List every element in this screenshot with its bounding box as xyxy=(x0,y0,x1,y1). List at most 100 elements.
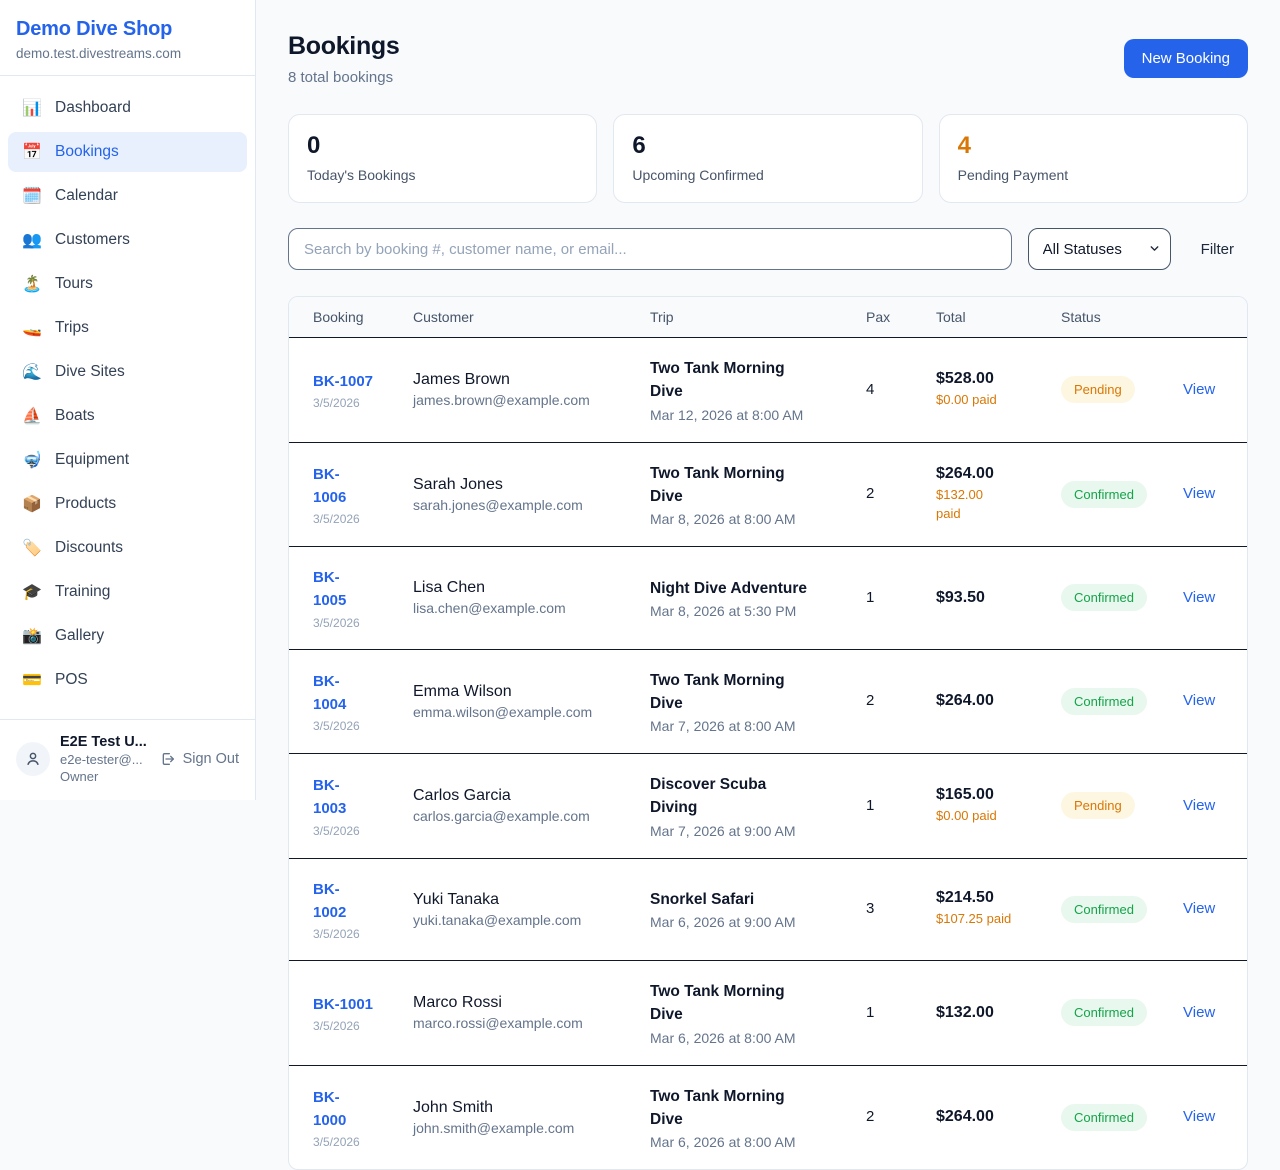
dive-sites-icon: 🌊 xyxy=(22,364,42,381)
total-cell: $165.00 $0.00 paid xyxy=(924,753,1049,858)
sign-out-label: Sign Out xyxy=(182,751,239,767)
filter-button[interactable]: Filter xyxy=(1187,241,1248,258)
customers-icon: 👥 xyxy=(22,232,42,249)
stat-card-today-s-bookings: 0 Today's Bookings xyxy=(288,114,598,203)
pax-count: 3 xyxy=(866,900,875,918)
page-subtitle: 8 total bookings xyxy=(288,69,394,86)
sidebar-item-trips[interactable]: 🚤 Trips xyxy=(8,308,247,348)
pax-count: 4 xyxy=(866,380,875,398)
status-cell: Confirmed xyxy=(1049,1064,1171,1169)
trip-cell: Night Dive Adventure Mar 8, 2026 at 5:30 … xyxy=(638,546,854,649)
sidebar-item-label: Equipment xyxy=(55,451,130,468)
view-cell: View xyxy=(1171,1064,1247,1169)
sidebar-item-tours[interactable]: 🏝️ Tours xyxy=(8,264,247,304)
booking-id-link[interactable]: BK- 1005 xyxy=(313,569,347,610)
customer-name: Yuki Tanaka xyxy=(413,890,499,908)
booking-id-link[interactable]: BK- 1004 xyxy=(313,672,347,713)
sidebar-item-discounts[interactable]: 🏷️ Discounts xyxy=(8,528,247,568)
stat-label: Pending Payment xyxy=(957,167,1069,183)
customer-email: emma.wilson@example.com xyxy=(413,703,593,720)
view-link[interactable]: View xyxy=(1183,485,1216,503)
sidebar-item-label: Calendar xyxy=(55,187,118,204)
paid-amount: $0.00 paid xyxy=(936,391,997,407)
pax-cell: 1 xyxy=(854,960,924,1065)
user-email: e2e-tester@... xyxy=(60,752,143,767)
status-badge: Pending xyxy=(1061,792,1135,820)
booking-id-link[interactable]: BK- 1002 xyxy=(313,880,347,921)
trip-cell: Discover Scuba Diving Mar 7, 2026 at 9:00… xyxy=(638,753,854,858)
booking-cell: BK- 1003 3/5/2026 xyxy=(289,753,401,858)
trip-cell: Two Tank Morning Dive Mar 6, 2026 at 8:00… xyxy=(638,1064,854,1169)
trip-cell: Snorkel Safari Mar 6, 2026 at 9:00 AM xyxy=(638,857,854,961)
sidebar-item-bookings[interactable]: 📅 Bookings xyxy=(8,132,247,172)
view-cell: View xyxy=(1171,857,1247,961)
customer-cell: Lisa Chen lisa.chen@example.com xyxy=(401,546,638,649)
booking-date: 3/5/2026 xyxy=(313,395,360,410)
page-title: Bookings xyxy=(288,32,400,60)
total-cell: $214.50 $107.25 paid xyxy=(924,857,1049,961)
total-amount: $264.00 xyxy=(936,1108,994,1126)
pax-cell: 2 xyxy=(854,1064,924,1169)
view-link[interactable]: View xyxy=(1183,380,1216,398)
sidebar-item-pos[interactable]: 💳 POS xyxy=(8,660,247,700)
view-link[interactable]: View xyxy=(1183,1108,1216,1126)
search-input[interactable] xyxy=(288,228,1012,270)
trip-cell: Two Tank Morning Dive Mar 12, 2026 at 8:0… xyxy=(638,338,854,443)
booking-id-link[interactable]: BK- 1000 xyxy=(313,1088,347,1129)
view-cell: View xyxy=(1171,441,1247,547)
status-cell: Confirmed xyxy=(1049,546,1171,649)
trip-name: Snorkel Safari xyxy=(650,891,755,909)
view-link[interactable]: View xyxy=(1183,1003,1216,1021)
trip-datetime: Mar 7, 2026 at 9:00 AM xyxy=(650,822,796,839)
booking-cell: BK- 1000 3/5/2026 xyxy=(289,1064,401,1169)
customer-name: Emma Wilson xyxy=(413,682,512,700)
sidebar-item-customers[interactable]: 👥 Customers xyxy=(8,220,247,260)
customer-cell: Emma Wilson emma.wilson@example.com xyxy=(401,648,638,754)
customer-name: Lisa Chen xyxy=(413,579,486,597)
main-content: Bookings 8 total bookings New Booking 0 T… xyxy=(288,32,1248,1170)
view-link[interactable]: View xyxy=(1183,588,1216,606)
booking-id-link[interactable]: BK-1001 xyxy=(313,995,374,1013)
total-amount: $132.00 xyxy=(936,1003,994,1021)
sign-out-icon xyxy=(162,753,174,765)
sidebar-item-training[interactable]: 🎓 Training xyxy=(8,572,247,612)
table-row: BK-1001 3/5/2026 Marco Rossi marco.rossi@ex… xyxy=(289,960,1247,1065)
boats-icon: ⛵ xyxy=(22,408,42,425)
view-link[interactable]: View xyxy=(1183,796,1216,814)
status-select[interactable]: All Statuses xyxy=(1027,228,1171,270)
column-header-pax: Pax xyxy=(854,297,924,338)
sidebar-user-footer: E2E Test U... e2e-tester@... Owner Sign … xyxy=(0,719,255,800)
sidebar-item-calendar[interactable]: 🗓️ Calendar xyxy=(8,176,247,216)
total-cell: $264.00 xyxy=(924,648,1049,754)
sidebar-item-gallery[interactable]: 📸 Gallery xyxy=(8,616,247,656)
sidebar-item-boats[interactable]: ⛵ Boats xyxy=(8,396,247,436)
stat-label: Today's Bookings xyxy=(307,167,416,183)
column-header-customer: Customer xyxy=(401,297,638,338)
pax-count: 1 xyxy=(866,588,875,606)
view-link[interactable]: View xyxy=(1183,692,1216,710)
pax-count: 2 xyxy=(866,692,875,710)
table-header: Booking Customer Trip Pax Total Status xyxy=(289,297,1247,338)
new-booking-button[interactable]: New Booking xyxy=(1123,39,1248,78)
booking-id-link[interactable]: BK-1007 xyxy=(313,372,374,390)
total-cell: $528.00 $0.00 paid xyxy=(924,338,1049,443)
sidebar-item-products[interactable]: 📦 Products xyxy=(8,484,247,524)
view-cell: View xyxy=(1171,648,1247,754)
customer-name: Carlos Garcia xyxy=(413,787,511,805)
pax-cell: 1 xyxy=(854,546,924,649)
stat-value: 4 xyxy=(957,132,972,159)
sidebar-item-label: Trips xyxy=(55,319,89,336)
total-amount: $165.00 xyxy=(936,785,994,803)
customer-email: marco.rossi@example.com xyxy=(413,1015,583,1032)
view-link[interactable]: View xyxy=(1183,900,1216,918)
pax-cell: 3 xyxy=(854,857,924,961)
column-header-booking: Booking xyxy=(289,297,401,338)
sidebar-item-dashboard[interactable]: 📊 Dashboard xyxy=(8,88,247,128)
sign-out-button[interactable]: Sign Out xyxy=(160,751,239,767)
sidebar-item-dive-sites[interactable]: 🌊 Dive Sites xyxy=(8,352,247,392)
total-cell: $264.00 $132.00 paid xyxy=(924,441,1049,547)
sidebar-item-equipment[interactable]: 🤿 Equipment xyxy=(8,440,247,480)
booking-id-link[interactable]: BK- 1003 xyxy=(313,777,347,818)
booking-id-link[interactable]: BK- 1006 xyxy=(313,465,347,506)
